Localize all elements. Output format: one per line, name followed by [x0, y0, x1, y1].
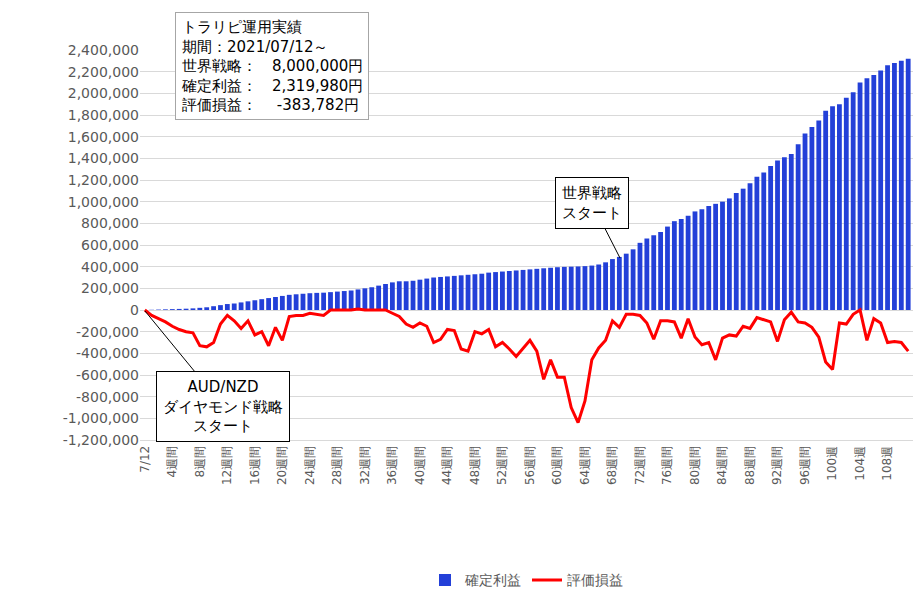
- svg-text:44週間: 44週間: [440, 446, 454, 485]
- svg-text:92週間: 92週間: [770, 446, 784, 485]
- svg-text:68週間: 68週間: [605, 446, 619, 485]
- svg-text:-600,000: -600,000: [76, 367, 139, 383]
- svg-text:4週間: 4週間: [165, 446, 179, 478]
- svg-text:36週間: 36週間: [385, 446, 399, 485]
- svg-text:100週: 100週: [825, 446, 839, 481]
- svg-text:24週間: 24週間: [303, 446, 317, 485]
- svg-text:1,600,000: 1,600,000: [68, 129, 139, 145]
- svg-text:56週間: 56週間: [523, 446, 537, 485]
- svg-text:2,200,000: 2,200,000: [68, 64, 139, 80]
- svg-text:2,400,000: 2,400,000: [68, 42, 139, 58]
- svg-text:72週間: 72週間: [633, 446, 647, 485]
- svg-text:12週間: 12週間: [220, 446, 234, 485]
- svg-text:-200,000: -200,000: [76, 324, 139, 340]
- svg-text:-800,000: -800,000: [76, 389, 139, 405]
- svg-text:52週間: 52週間: [495, 446, 509, 485]
- svg-text:60週間: 60週間: [550, 446, 564, 485]
- svg-text:-1,000,000: -1,000,000: [63, 410, 139, 426]
- svg-text:16週間: 16週間: [248, 446, 262, 485]
- svg-text:トラリピ運用実績期間：2021/07/12～世界戦略： 8,: トラリピ運用実績期間：2021/07/12～世界戦略： 8,000,000円確定…: [181, 18, 363, 114]
- svg-text:1,400,000: 1,400,000: [68, 150, 139, 166]
- svg-text:64週間: 64週間: [578, 446, 592, 485]
- svg-text:84週間: 84週間: [715, 446, 729, 485]
- svg-text:7/12: 7/12: [138, 446, 152, 473]
- svg-text:96週間: 96週間: [798, 446, 812, 485]
- svg-text:1,200,000: 1,200,000: [68, 172, 139, 188]
- svg-text:1,000,000: 1,000,000: [68, 194, 139, 210]
- svg-text:40週間: 40週間: [413, 446, 427, 485]
- svg-text:確定利益: 確定利益: [464, 572, 521, 588]
- svg-text:1,800,000: 1,800,000: [68, 107, 139, 123]
- svg-text:28週間: 28週間: [330, 446, 344, 485]
- svg-text:32週間: 32週間: [358, 446, 372, 485]
- svg-text:76週間: 76週間: [660, 446, 674, 485]
- svg-text:-400,000: -400,000: [76, 345, 139, 361]
- svg-text:評価損益: 評価損益: [567, 572, 623, 588]
- svg-text:AUD/NZDダイヤモンド戦略スタート: AUD/NZDダイヤモンド戦略スタート: [163, 378, 283, 435]
- svg-text:0: 0: [130, 302, 139, 318]
- svg-text:2,000,000: 2,000,000: [68, 85, 139, 101]
- svg-text:20週間: 20週間: [275, 446, 289, 485]
- svg-text:108週: 108週: [880, 446, 894, 481]
- svg-text:8週間: 8週間: [193, 446, 207, 478]
- svg-text:世界戦略スタート: 世界戦略スタート: [562, 184, 622, 222]
- svg-text:48週間: 48週間: [468, 446, 482, 485]
- svg-text:600,000: 600,000: [81, 237, 139, 253]
- svg-text:200,000: 200,000: [81, 280, 139, 296]
- svg-text:400,000: 400,000: [81, 259, 139, 275]
- svg-text:-1,200,000: -1,200,000: [63, 432, 139, 448]
- svg-text:104週: 104週: [853, 446, 867, 481]
- svg-text:80週間: 80週間: [688, 446, 702, 485]
- svg-text:88週間: 88週間: [743, 446, 757, 485]
- svg-text:800,000: 800,000: [81, 215, 139, 231]
